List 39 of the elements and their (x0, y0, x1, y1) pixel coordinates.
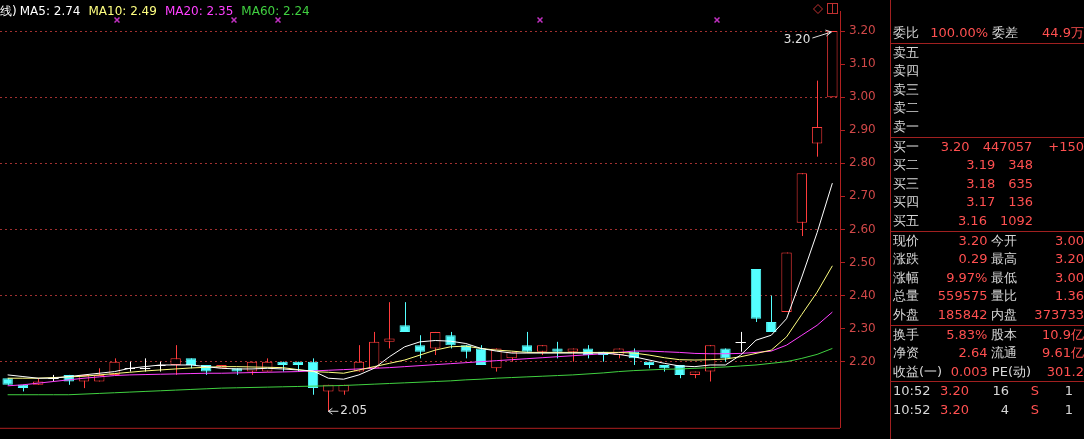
text: 现价 3.20 今开 3.00 (893, 232, 1084, 248)
text: 收益(一) 0.003 PE(动) 301.2 (893, 363, 1084, 379)
text: 买三 3.18 635 (893, 175, 1033, 191)
text: 卖四 (893, 62, 920, 81)
text: MA60: 2.24 (241, 4, 310, 18)
y-tick-label: 2.50 (849, 254, 876, 269)
text: 涨跌 0.29 最高 3.20 (893, 251, 1084, 267)
text: 卖五 (893, 43, 920, 62)
text: 涨幅 9.97% 最低 3.00 (893, 269, 1084, 285)
text: 10:52 3.20 16 S 1 (893, 383, 1073, 399)
text: MA5: 2.74 (19, 4, 81, 18)
y-tick-label: 2.80 (849, 155, 876, 170)
y-tick-label: 2.90 (849, 122, 876, 137)
chart-title: 线) (0, 4, 17, 18)
text: 买五 3.16 1092 (893, 212, 1033, 228)
text: 买四 3.17 136 (893, 194, 1033, 210)
text: 外盘 185842 内盘 373733 (893, 306, 1084, 322)
y-tick-label: 3.00 (849, 89, 876, 104)
y-tick-label: 2.40 (849, 287, 876, 302)
text: 净资 2.64 流通 9.61亿 (893, 345, 1084, 361)
annotation: 3.20 (783, 32, 811, 47)
text: 卖三 (893, 80, 920, 99)
annotation: 2.05 (340, 403, 368, 418)
text: 换手 5.83% 股本 10.9亿 (893, 326, 1084, 342)
text: MA20: 2.35 (164, 4, 234, 18)
text: 卖二 (893, 99, 920, 118)
text: 买二 3.19 348 (893, 157, 1033, 173)
y-tick-label: 2.70 (849, 188, 876, 203)
text: 买一 3.20 447057 +150 (893, 138, 1084, 154)
y-tick-label: 3.10 (849, 56, 876, 71)
y-tick-label: 3.20 (849, 23, 876, 38)
text: 卖一 (893, 117, 920, 136)
y-tick-label: 2.60 (849, 221, 876, 236)
text: 总量 559575 量比 1.36 (893, 288, 1084, 304)
y-tick-label: 2.20 (849, 353, 876, 368)
y-tick-label: 2.30 (849, 320, 876, 335)
text: 委比 100.00% 委差 44.9万 (893, 25, 1084, 40)
text: 10:52 3.20 4 S 1 (893, 401, 1073, 417)
text: MA10: 2.49 (88, 4, 157, 18)
